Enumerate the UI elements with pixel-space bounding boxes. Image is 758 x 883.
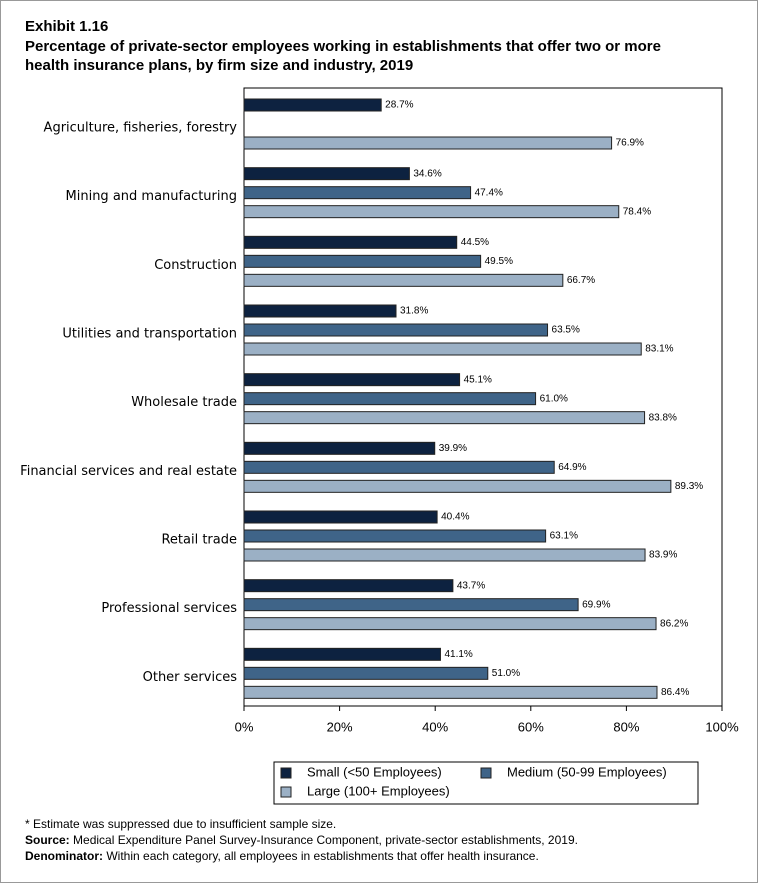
- bar: [243, 98, 382, 112]
- category-label: Professional services: [101, 601, 237, 616]
- bar: [243, 167, 410, 181]
- value-label: 43.7%: [457, 580, 485, 591]
- bar: [243, 254, 482, 268]
- legend-box: [273, 761, 699, 805]
- bar: [243, 373, 461, 387]
- x-tick-label: 100%: [705, 719, 739, 734]
- value-label: 39.9%: [439, 443, 467, 454]
- source: Source: Medical Expenditure Panel Survey…: [25, 833, 578, 847]
- category-label: Utilities and transportation: [62, 327, 237, 342]
- bar: [243, 598, 579, 612]
- value-label: 40.4%: [441, 512, 469, 523]
- bar: [243, 323, 549, 337]
- bar: [243, 205, 620, 219]
- bar: [243, 411, 646, 425]
- value-label: 51.0%: [492, 668, 520, 679]
- bar: [243, 136, 613, 150]
- denominator-label: Denominator:: [25, 849, 103, 863]
- value-label: 41.1%: [444, 649, 472, 660]
- value-label: 61.0%: [540, 393, 568, 404]
- category-label: Retail trade: [161, 533, 237, 548]
- value-label: 83.8%: [649, 412, 677, 423]
- bar: [243, 342, 642, 356]
- value-label: 44.5%: [461, 237, 489, 248]
- legend-swatch: [280, 786, 292, 798]
- source-label: Source:: [25, 833, 70, 847]
- category-label: Construction: [154, 258, 237, 273]
- value-label: 69.9%: [582, 599, 610, 610]
- value-label: 28.7%: [385, 100, 413, 111]
- bar: [243, 392, 537, 406]
- legend-swatch: [280, 767, 292, 779]
- category-label: Agriculture, fisheries, forestry: [44, 121, 238, 136]
- bar: [243, 460, 555, 474]
- value-label: 49.5%: [485, 256, 513, 267]
- bar: [243, 685, 658, 699]
- value-label: 45.1%: [464, 374, 492, 385]
- value-label: 83.1%: [645, 344, 673, 355]
- category-label: Other services: [143, 670, 238, 685]
- bar: [243, 479, 672, 493]
- value-label: 64.9%: [558, 462, 586, 473]
- bar: [243, 441, 436, 455]
- bar: [243, 273, 564, 287]
- legend-label: Medium (50-99 Employees): [507, 764, 667, 779]
- value-label: 66.7%: [567, 275, 595, 286]
- value-label: 89.3%: [675, 481, 703, 492]
- bar: [243, 617, 657, 631]
- x-tick-label: 40%: [422, 719, 448, 734]
- denominator: Denominator: Within each category, all e…: [25, 849, 539, 863]
- exhibit-label: Exhibit 1.16: [25, 18, 108, 35]
- bar: [243, 579, 454, 593]
- value-label: 86.4%: [661, 687, 689, 698]
- value-label: 76.9%: [616, 138, 644, 149]
- bar: [243, 510, 438, 524]
- value-label: 83.9%: [649, 550, 677, 561]
- chart-title: health insurance plans, by firm size and…: [25, 57, 413, 74]
- category-label: Financial services and real estate: [20, 464, 237, 479]
- x-tick-label: 60%: [518, 719, 544, 734]
- value-label: 63.5%: [552, 325, 580, 336]
- value-label: 78.4%: [623, 206, 651, 217]
- value-label: 63.1%: [550, 531, 578, 542]
- category-label: Wholesale trade: [131, 395, 237, 410]
- denominator-text: Within each category, all employees in e…: [106, 849, 538, 863]
- x-tick-label: 80%: [613, 719, 639, 734]
- chart-title: Percentage of private-sector employees w…: [25, 38, 661, 55]
- legend-label: Large (100+ Employees): [307, 783, 450, 798]
- legend-label: Small (<50 Employees): [307, 764, 442, 779]
- value-label: 31.8%: [400, 306, 428, 317]
- bar: [243, 235, 458, 249]
- legend-swatch: [480, 767, 492, 779]
- bar: [243, 304, 397, 318]
- value-label: 34.6%: [413, 168, 441, 179]
- bar: [243, 529, 547, 543]
- bar: [243, 647, 441, 661]
- bar: [243, 186, 472, 200]
- footnote: * Estimate was suppressed due to insuffi…: [25, 817, 336, 831]
- bar: [243, 548, 646, 562]
- x-tick-label: 20%: [327, 719, 353, 734]
- source-text: Medical Expenditure Panel Survey-Insuran…: [73, 833, 578, 847]
- bar: [243, 666, 489, 680]
- x-tick-label: 0%: [235, 719, 254, 734]
- category-label: Mining and manufacturing: [66, 189, 237, 204]
- value-label: 86.2%: [660, 618, 688, 629]
- value-label: 47.4%: [475, 187, 503, 198]
